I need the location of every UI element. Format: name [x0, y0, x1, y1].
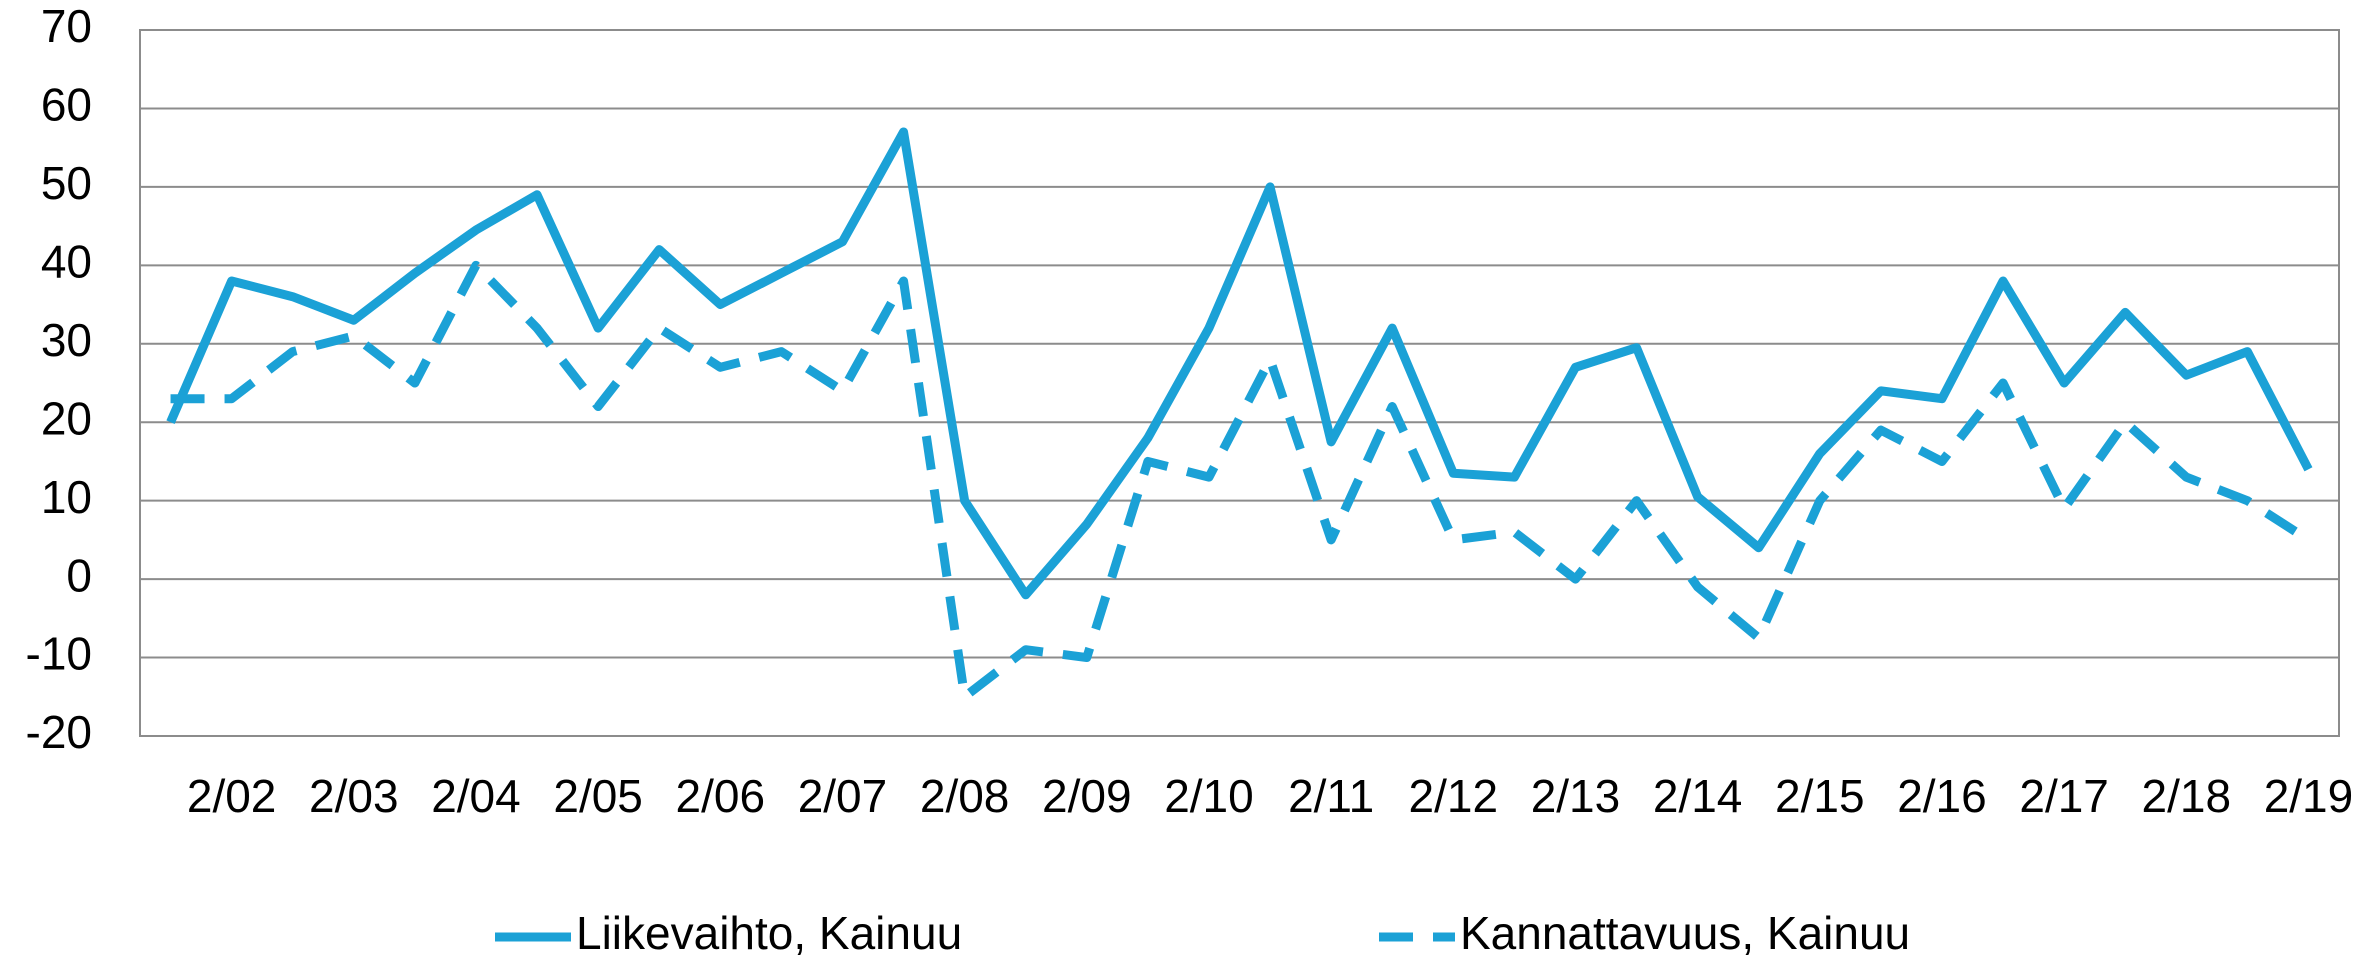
x-tick-label: 2/10 — [1164, 770, 1254, 822]
x-tick-label: 2/05 — [553, 770, 643, 822]
plot-frame — [139, 29, 2340, 737]
series-line — [166, 127, 2313, 600]
y-tick-label: 20 — [41, 392, 92, 444]
x-tick-label: 2/12 — [1409, 770, 1499, 822]
x-tick-label: 2/14 — [1653, 770, 1743, 822]
x-tick-label: 2/06 — [676, 770, 766, 822]
x-tick-label: 2/18 — [2142, 770, 2232, 822]
x-tick-label: 2/13 — [1531, 770, 1621, 822]
legend-label: Kannattavuus, Kainuu — [1460, 907, 1910, 959]
x-tick-label: 2/08 — [920, 770, 1010, 822]
y-tick-label: 0 — [66, 549, 92, 601]
y-tick-label: 40 — [41, 235, 92, 287]
y-tick-label: 60 — [41, 79, 92, 131]
x-tick-label: 2/11 — [1288, 770, 1374, 822]
y-tick-label: -10 — [26, 628, 92, 680]
x-tick-label: 2/03 — [309, 770, 399, 822]
x-tick-label: 2/15 — [1775, 770, 1865, 822]
series-line — [170, 260, 2311, 702]
y-tick-label: 30 — [41, 314, 92, 366]
y-tick-label: 50 — [41, 157, 92, 209]
y-tick-label: 10 — [41, 471, 92, 523]
x-tick-label: 2/09 — [1042, 770, 1132, 822]
x-tick-label: 2/02 — [187, 770, 277, 822]
x-tick-label: 2/04 — [431, 770, 521, 822]
x-tick-label: 2/19 — [2264, 770, 2354, 822]
y-tick-label: -20 — [26, 706, 92, 758]
legend-label: Liikevaihto, Kainuu — [576, 907, 962, 959]
x-tick-label: 2/16 — [1897, 770, 1987, 822]
x-tick-label: 2/17 — [2019, 770, 2109, 822]
x-tick-label: 2/07 — [798, 770, 888, 822]
y-tick-label: 70 — [41, 0, 92, 52]
